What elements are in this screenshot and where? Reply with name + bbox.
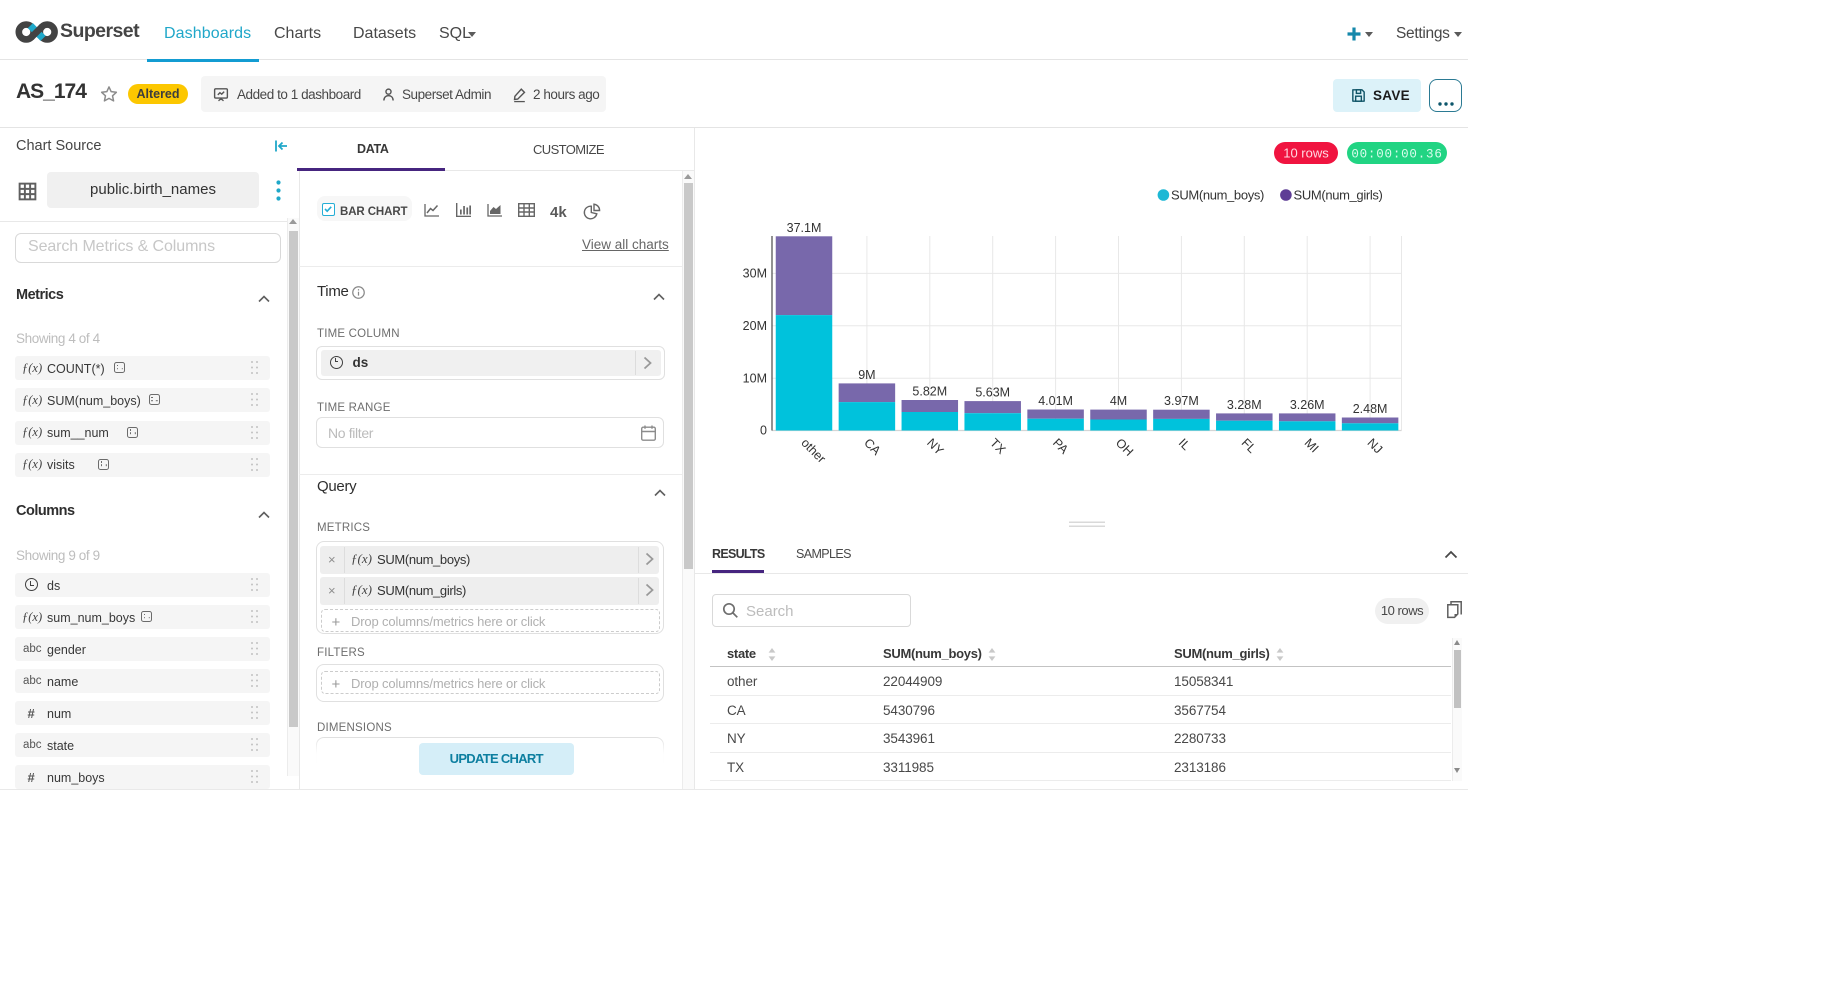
svg-text:IL: IL [1176,436,1193,453]
svg-text:other: other [798,436,828,466]
svg-text:5.63M: 5.63M [975,386,1010,400]
svg-text:37.1M: 37.1M [787,221,822,235]
svg-text:2.48M: 2.48M [1353,402,1388,416]
svg-text:20M: 20M [743,319,767,333]
svg-text:5.82M: 5.82M [912,385,947,399]
svg-text:SUM(num_girls): SUM(num_girls) [1294,188,1383,203]
svg-text:NY: NY [924,436,947,459]
svg-text:30M: 30M [743,267,767,281]
svg-text:NJ: NJ [1364,436,1385,457]
svg-text:00:00:00.36: 00:00:00.36 [1351,148,1442,162]
svg-text:4M: 4M [1110,394,1127,408]
svg-text:10M: 10M [743,371,767,385]
svg-text:10 rows: 10 rows [1283,146,1329,161]
svg-text:MI: MI [1302,436,1322,456]
svg-text:4.01M: 4.01M [1038,394,1073,408]
svg-text:CA: CA [861,436,884,459]
svg-text:SUM(num_boys): SUM(num_boys) [1171,188,1264,203]
svg-text:PA: PA [1050,436,1072,458]
svg-text:9M: 9M [858,368,875,382]
svg-text:0: 0 [760,424,767,438]
svg-text:FL: FL [1239,436,1259,456]
svg-text:OH: OH [1113,436,1136,459]
svg-text:3.97M: 3.97M [1164,394,1199,408]
svg-text:3.28M: 3.28M [1227,398,1262,412]
svg-text:3.26M: 3.26M [1290,398,1325,412]
svg-text:TX: TX [987,436,1009,458]
